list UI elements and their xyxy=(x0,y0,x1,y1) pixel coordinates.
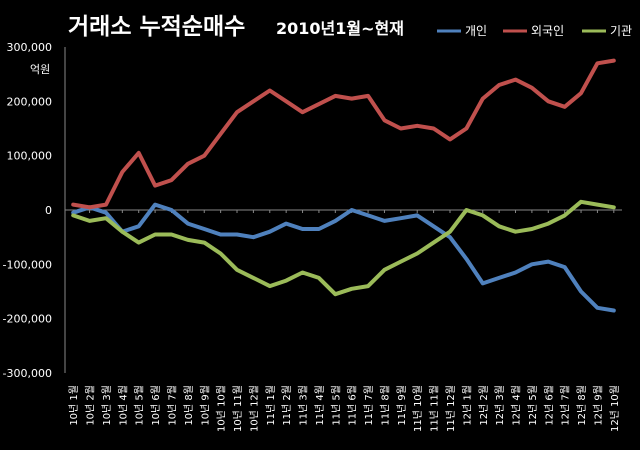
y-tick-label: 100,000 xyxy=(7,150,53,163)
x-tick-label: 10년 5월 xyxy=(134,385,146,426)
chart-subtitle: 2010년1월~현재 xyxy=(276,19,404,38)
y-axis: 300,000 200,000 100,000 0 -100,000 -200,000 -3… xyxy=(3,41,66,380)
x-tick-label: 10년 1월 xyxy=(68,385,80,426)
chart-title: 거래소 누적순매수 xyxy=(68,14,245,40)
y-tick-label: -100,000 xyxy=(3,258,52,271)
x-axis: 10년 1월 10년 2월 10년 3월 10년 4월 10년 5월 10년 6월 10년 … xyxy=(65,209,622,432)
x-tick-label: 12년 3월 xyxy=(494,385,506,426)
x-tick-label: 11년 11월 xyxy=(429,385,441,432)
x-tick-label: 10년 2월 xyxy=(85,385,97,426)
x-tick-label: 10년 6월 xyxy=(150,385,162,426)
x-tick-label: 11년 3월 xyxy=(298,385,310,426)
x-tick-label: 12년 8월 xyxy=(576,385,588,426)
legend-label: 외국인 xyxy=(531,24,564,38)
series-line-외국인 xyxy=(71,58,616,210)
y-tick-label: 0 xyxy=(45,204,52,217)
x-tick-label: 10년 10월 xyxy=(216,385,228,432)
x-tick-label: 11년 7월 xyxy=(363,385,375,426)
x-tick-label: 12년 4월 xyxy=(511,385,523,426)
x-tick-label: 12년 6월 xyxy=(543,385,555,426)
x-tick-label: 12년 5월 xyxy=(527,385,539,426)
series-line-기관 xyxy=(71,199,616,297)
x-tick-label: 11년 4월 xyxy=(314,385,326,426)
x-tick-label: 12년 10월 xyxy=(609,385,621,432)
legend-label: 개인 xyxy=(465,24,487,38)
x-tick-label: 12년 2월 xyxy=(478,385,490,426)
y-tick-label: 200,000 xyxy=(7,95,53,108)
series-line-개인 xyxy=(71,202,616,313)
y-tick-label: -300,000 xyxy=(3,367,52,380)
legend-label: 기관 xyxy=(610,24,632,38)
x-tick-label: 11년 6월 xyxy=(347,385,359,426)
x-tick-label: 12년 7월 xyxy=(560,385,572,426)
x-tick-label: 10년 11월 xyxy=(232,385,244,432)
x-tick-label: 10년 8월 xyxy=(183,385,195,426)
x-tick-label: 12년 9월 xyxy=(592,385,604,426)
x-tick-label: 11년 12월 xyxy=(445,385,457,432)
x-tick-label: 11년 5월 xyxy=(330,385,342,426)
x-tick-label: 11년 10월 xyxy=(412,385,424,432)
x-tick-label: 10년 7월 xyxy=(166,385,178,426)
x-tick-label: 10년 3월 xyxy=(101,385,113,426)
x-tick-label: 10년 9월 xyxy=(199,385,211,426)
x-tick-label: 11년 1월 xyxy=(265,385,277,426)
x-tick-label: 11년 2월 xyxy=(281,385,293,426)
x-tick-label: 11년 8월 xyxy=(379,385,391,426)
series-lines xyxy=(71,58,616,313)
x-tick-label: 11년 9월 xyxy=(396,385,408,426)
unit-label: 억원 xyxy=(30,63,50,76)
legend: 개인 외국인 기관 xyxy=(437,24,632,38)
x-tick-label: 10년 12월 xyxy=(248,385,260,432)
y-tick-label: 300,000 xyxy=(7,41,53,54)
x-tick-label: 12년 1월 xyxy=(461,385,473,426)
x-tick-label: 10년 4월 xyxy=(117,385,129,426)
y-tick-label: -200,000 xyxy=(3,313,52,326)
